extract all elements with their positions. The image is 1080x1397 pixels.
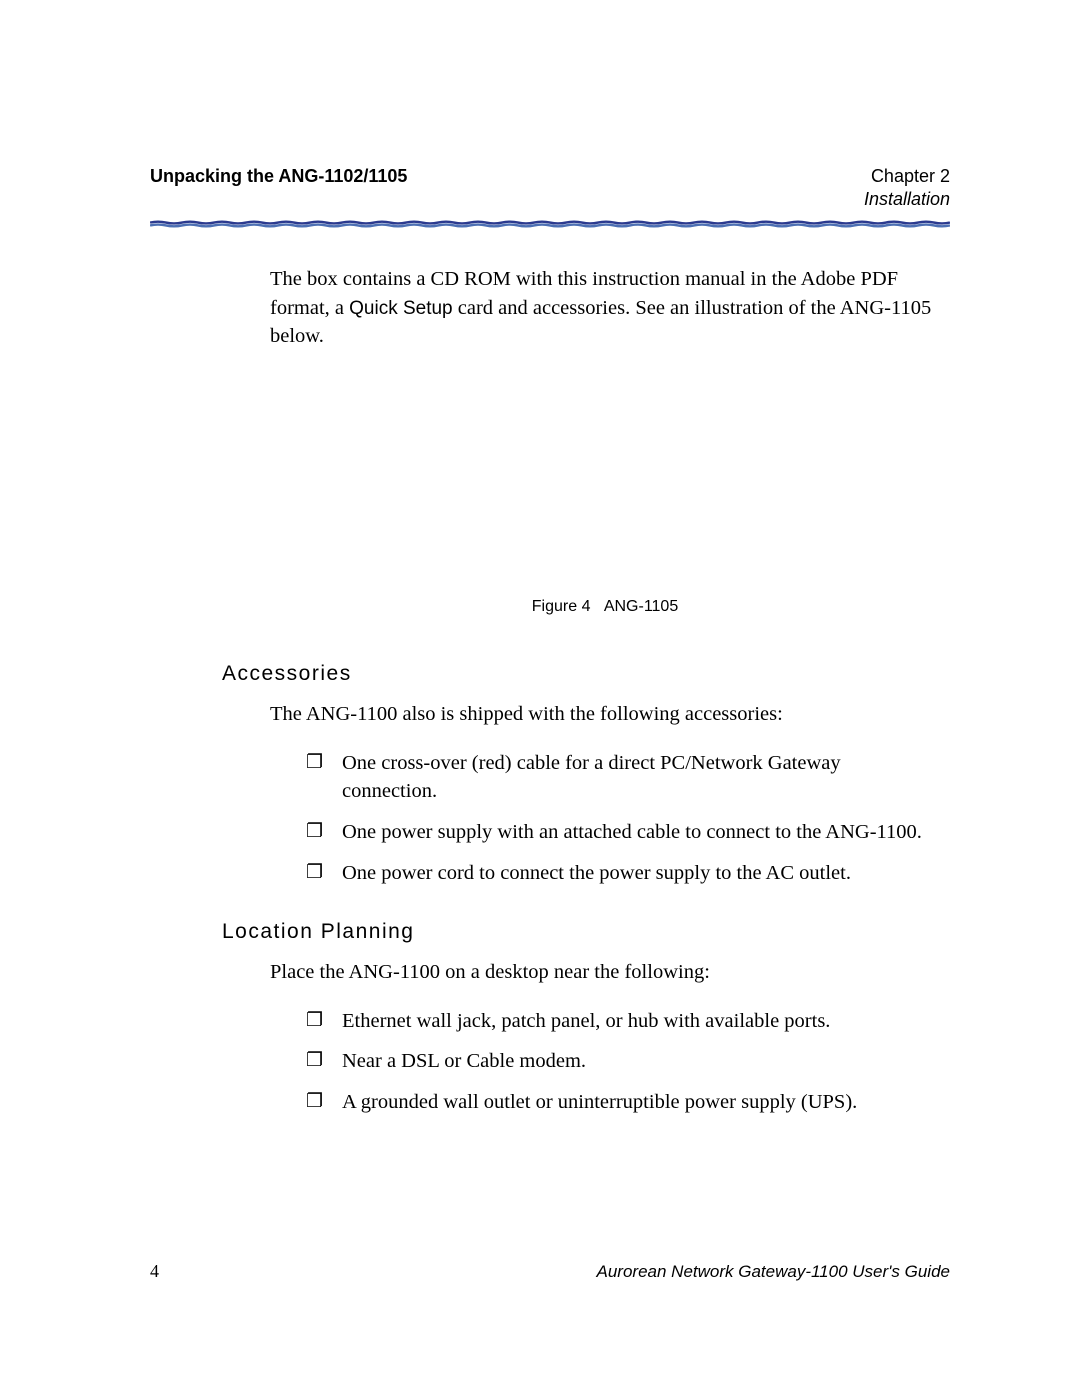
accessories-heading: Accessories — [222, 662, 940, 686]
list-item: One power supply with an attached cable … — [306, 818, 940, 847]
figure-caption: Figure 4 ANG-1105 — [270, 598, 940, 616]
list-item: One power cord to connect the power supp… — [306, 859, 940, 888]
page-number: 4 — [150, 1261, 159, 1282]
location-list: Ethernet wall jack, patch panel, or hub … — [306, 1007, 940, 1117]
figure-title: ANG-1105 — [604, 598, 678, 615]
page: Unpacking the ANG-1102/1105 Chapter 2 In… — [0, 0, 1080, 1397]
wavy-divider — [150, 220, 950, 228]
page-footer: 4 Aurorean Network Gateway-1100 User's G… — [150, 1261, 950, 1282]
header-section-title: Unpacking the ANG-1102/1105 — [150, 165, 407, 188]
quick-setup-label: Quick Setup — [349, 298, 453, 319]
location-heading: Location Planning — [222, 920, 940, 944]
accessories-list: One cross-over (red) cable for a direct … — [306, 749, 940, 888]
figure-label: Figure 4 — [532, 598, 591, 615]
list-item: Ethernet wall jack, patch panel, or hub … — [306, 1007, 940, 1036]
body-column: The box contains a CD ROM with this inst… — [270, 265, 940, 1117]
accessories-intro: The ANG-1100 also is shipped with the fo… — [270, 700, 940, 729]
header-chapter: Chapter 2 Installation — [864, 165, 950, 210]
list-item: Near a DSL or Cable modem. — [306, 1047, 940, 1076]
intro-paragraph: The box contains a CD ROM with this inst… — [270, 265, 940, 351]
list-item: A grounded wall outlet or uninterruptibl… — [306, 1088, 940, 1117]
figure-placeholder — [270, 372, 940, 592]
list-item: One cross-over (red) cable for a direct … — [306, 749, 940, 806]
page-header: Unpacking the ANG-1102/1105 Chapter 2 In… — [150, 165, 950, 210]
header-chapter-number: Chapter 2 — [871, 166, 950, 186]
header-chapter-name: Installation — [864, 188, 950, 211]
footer-guide-title: Aurorean Network Gateway-1100 User's Gui… — [597, 1262, 950, 1282]
location-intro: Place the ANG-1100 on a desktop near the… — [270, 958, 940, 987]
